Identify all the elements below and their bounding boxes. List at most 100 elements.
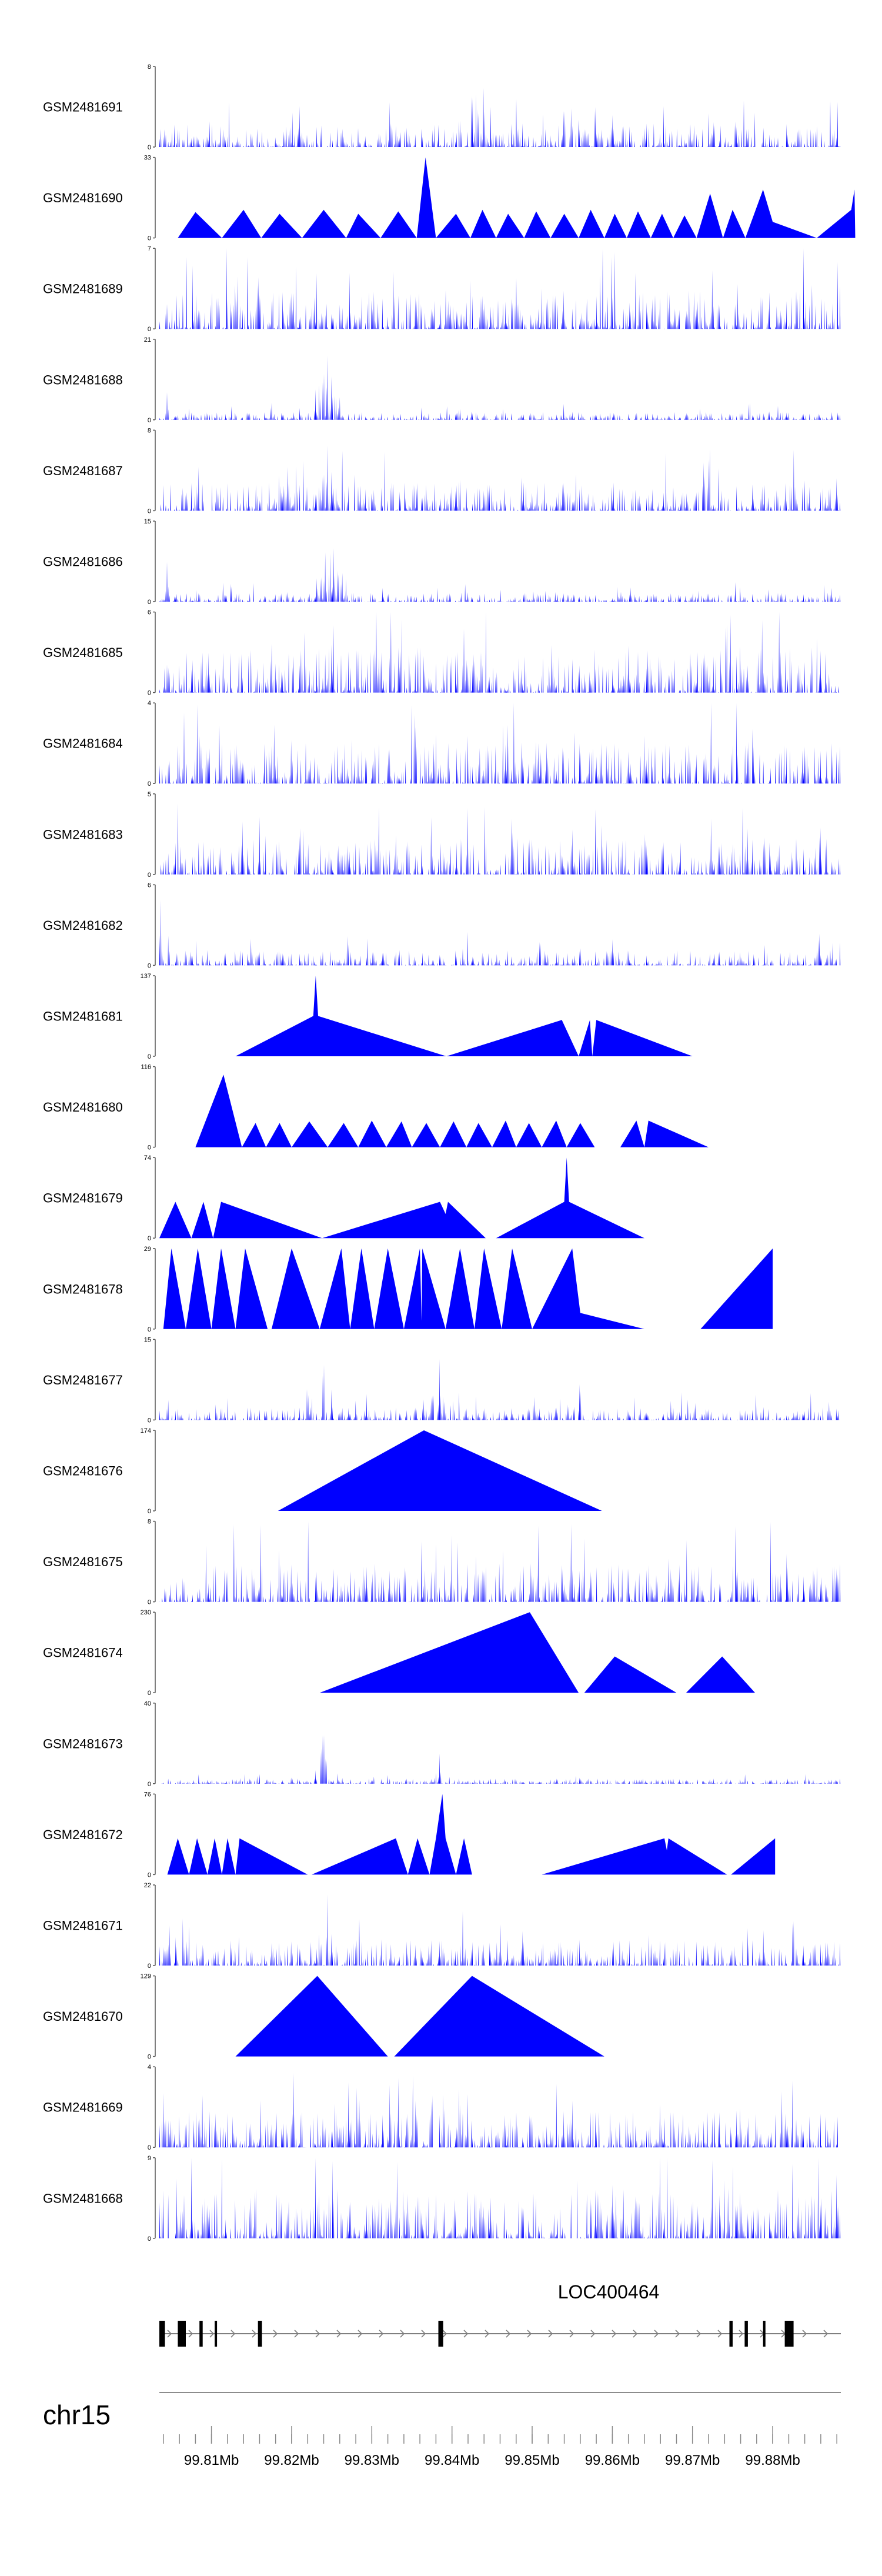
y-max-label: 174 <box>141 1427 151 1434</box>
track-GSM2481669: GSM2481669 4 0 <box>43 2064 841 2151</box>
track-name-label: GSM2481691 <box>43 100 123 115</box>
strand-arrow <box>188 2330 193 2338</box>
strand-arrows <box>167 2330 828 2338</box>
track-name-label: GSM2481670 <box>43 2009 123 2024</box>
coverage-area <box>178 157 856 238</box>
y-max-label: 15 <box>144 1336 151 1343</box>
track-GSM2481687: GSM2481687 8 0 <box>43 427 841 515</box>
track-name-label: GSM2481673 <box>43 1736 123 1751</box>
exon-block <box>729 2321 733 2347</box>
y-min-label: 0 <box>148 1963 151 1970</box>
y-max-label: 76 <box>144 1791 151 1798</box>
exon-block <box>258 2321 262 2347</box>
exon-block <box>438 2321 443 2347</box>
y-min-label: 0 <box>148 2054 151 2061</box>
track-GSM2481677: GSM2481677 15 0 <box>43 1336 841 1424</box>
y-min-label: 0 <box>148 1144 151 1152</box>
y-min-label: 0 <box>148 326 151 333</box>
coverage-area <box>163 1248 773 1329</box>
y-max-label: 8 <box>148 1519 151 1526</box>
y-max-label: 129 <box>141 1973 151 1980</box>
y-max-label: 6 <box>148 882 151 889</box>
coverage-area <box>159 1734 841 1784</box>
track-name-label: GSM2481684 <box>43 736 123 751</box>
axis-ticks: 99.81Mb 99.82Mb 99.83Mb 99.84Mb 99.85Mb 99.86… <box>163 2426 837 2468</box>
strand-arrow <box>336 2330 342 2338</box>
track-GSM2481676: GSM2481676 174 0 <box>43 1427 602 1515</box>
coverage-area <box>159 88 841 147</box>
y-max-label: 5 <box>148 791 151 798</box>
track-name-label: GSM2481669 <box>43 2100 123 2115</box>
track-GSM2481679: GSM2481679 74 0 <box>43 1154 644 1242</box>
track-name-label: GSM2481688 <box>43 372 123 387</box>
y-min-label: 0 <box>148 780 151 788</box>
track-name-label: GSM2481674 <box>43 1646 123 1660</box>
track-GSM2481690: GSM2481690 33 0 <box>43 155 856 242</box>
y-min-label: 0 <box>148 1599 151 1606</box>
y-max-label: 230 <box>141 1609 151 1616</box>
y-min-label: 0 <box>148 1326 151 1333</box>
exon-block <box>215 2321 218 2347</box>
coverage-area <box>278 1430 602 1511</box>
track-GSM2481685: GSM2481685 6 0 <box>43 609 841 697</box>
track-GSM2481681: GSM2481681 137 0 <box>43 973 693 1060</box>
data-tracks: GSM248169180GSM2481690330GSM248168970GSM… <box>43 64 856 2243</box>
y-max-label: 40 <box>144 1700 151 1707</box>
y-min-label: 0 <box>148 599 151 606</box>
track-GSM2481673: GSM2481673 40 0 <box>43 1700 841 1788</box>
coverage-area <box>159 2073 841 2148</box>
y-min-label: 0 <box>148 144 151 151</box>
exon-block <box>744 2321 748 2347</box>
strand-arrow <box>273 2330 278 2338</box>
track-name-label: GSM2481683 <box>43 827 123 842</box>
track-name-label: GSM2481685 <box>43 645 123 660</box>
coverage-area <box>159 445 841 511</box>
coverage-area <box>159 1894 841 1966</box>
y-max-label: 7 <box>148 245 151 252</box>
coverage-area <box>159 548 841 602</box>
strand-arrow <box>569 2330 574 2338</box>
track-name-label: GSM2481690 <box>43 191 123 205</box>
track-GSM2481671: GSM2481671 22 0 <box>43 1882 841 1970</box>
coverage-area <box>235 1976 604 2057</box>
coverage-area <box>159 703 841 784</box>
y-min-label: 0 <box>148 235 151 242</box>
y-min-label: 0 <box>148 2144 151 2151</box>
y-max-label: 4 <box>148 700 151 707</box>
coverage-area <box>159 1157 644 1239</box>
strand-arrow <box>823 2330 828 2338</box>
strand-arrow <box>739 2330 744 2338</box>
track-GSM2481678: GSM2481678 29 0 <box>43 1246 773 1333</box>
track-name-label: GSM2481679 <box>43 1191 123 1206</box>
y-min-label: 0 <box>148 690 151 697</box>
track-GSM2481691: GSM2481691 8 0 <box>43 64 841 151</box>
y-min-label: 0 <box>148 1781 151 1788</box>
strand-arrow <box>548 2330 553 2338</box>
track-name-label: GSM2481668 <box>43 2191 123 2205</box>
exon-block <box>199 2321 203 2347</box>
coverage-area <box>195 1075 709 1147</box>
strand-arrow <box>379 2330 384 2338</box>
coverage-area <box>319 1612 756 1693</box>
axis-tick-label: 99.82Mb <box>264 2452 319 2468</box>
axis-tick-label: 99.83Mb <box>345 2452 399 2468</box>
y-min-label: 0 <box>148 417 151 424</box>
y-min-label: 0 <box>148 1508 151 1515</box>
strand-arrow <box>485 2330 490 2338</box>
y-min-label: 0 <box>148 508 151 515</box>
axis-tick-label: 99.86Mb <box>585 2452 640 2468</box>
genome-axis: chr15 99.81Mb 99.82Mb 99.83Mb 99.84Mb 99.85M… <box>43 2392 841 2468</box>
track-GSM2481675: GSM2481675 8 0 <box>43 1519 841 1606</box>
track-GSM2481689: GSM2481689 7 0 <box>43 245 841 333</box>
track-GSM2481680: GSM2481680 116 0 <box>43 1064 709 1152</box>
y-min-label: 0 <box>148 1053 151 1060</box>
coverage-area <box>167 1794 776 1875</box>
y-max-label: 8 <box>148 427 151 434</box>
track-GSM2481684: GSM2481684 4 0 <box>43 700 841 788</box>
y-min-label: 0 <box>148 2235 151 2243</box>
strand-arrow <box>654 2330 659 2338</box>
strand-arrow <box>675 2330 680 2338</box>
strand-arrow <box>252 2330 257 2338</box>
track-GSM2481686: GSM2481686 15 0 <box>43 518 841 606</box>
